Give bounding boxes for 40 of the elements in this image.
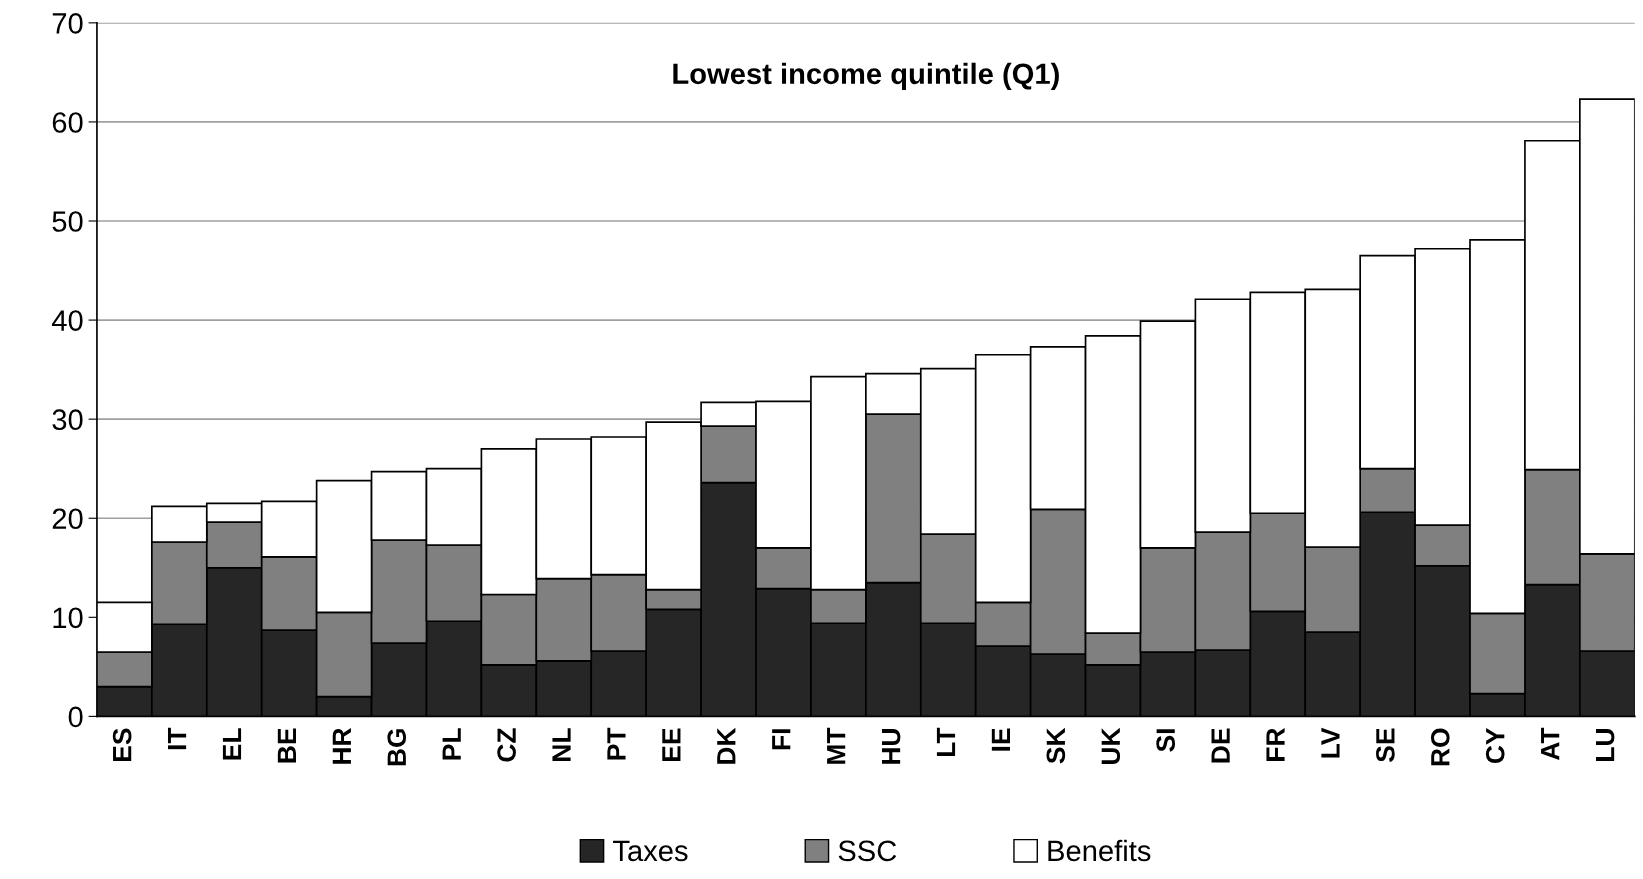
x-tick-label: SI	[1156, 729, 1176, 752]
x-tick-label: FR	[1266, 728, 1285, 761]
x-tick-label: HR	[332, 728, 351, 764]
x-tick-label: SE	[1376, 728, 1395, 762]
x-tick-label: CY	[1485, 727, 1505, 764]
y-tick-label: 0	[68, 706, 83, 728]
x-tick-label: EE	[662, 728, 681, 761]
x-tick-label: DE	[1211, 728, 1230, 763]
legend-label: Taxes	[613, 840, 688, 862]
x-tick-label: EL	[222, 728, 242, 760]
y-tick-label: 60	[52, 112, 83, 133]
x-tick-label: SK	[1046, 727, 1066, 764]
y-tick-label: 30	[52, 409, 83, 431]
x-tick-label: DK	[717, 727, 736, 764]
legend-label: SSC	[838, 840, 897, 862]
legend-label: Benefits	[1048, 839, 1151, 862]
x-tick-label: RO	[1430, 728, 1450, 766]
x-tick-label: BG	[387, 729, 407, 766]
x-tick-label: IE	[991, 728, 1010, 751]
x-tick-label: HU	[881, 729, 901, 764]
x-tick-label: LU	[1595, 729, 1615, 761]
x-tick-label: LV	[1321, 727, 1340, 758]
x-tick-label: LT	[936, 727, 956, 757]
x-tick-label: ES	[112, 728, 132, 761]
x-tick-label: PT	[607, 727, 626, 760]
y-tick-label: 40	[51, 310, 83, 331]
text: Lowest income quintile (Q1)	[673, 62, 1059, 90]
y-tick-label: 10	[53, 607, 83, 629]
x-tick-label: UK	[1101, 727, 1121, 765]
x-tick-label: NL	[552, 728, 571, 761]
x-tick-label: PL	[442, 728, 461, 760]
y-tick-label: 70	[52, 13, 83, 34]
x-tick-label: FI	[772, 729, 791, 750]
x-tick-label: MT	[827, 727, 846, 764]
x-tick-label: IT	[167, 727, 187, 750]
x-tick-label: BE	[277, 728, 296, 763]
y-tick-label: 50	[52, 211, 83, 232]
y-tick-label: 20	[52, 508, 83, 530]
x-tick-label: CZ	[497, 728, 516, 762]
x-tick-label: AT	[1541, 727, 1560, 761]
